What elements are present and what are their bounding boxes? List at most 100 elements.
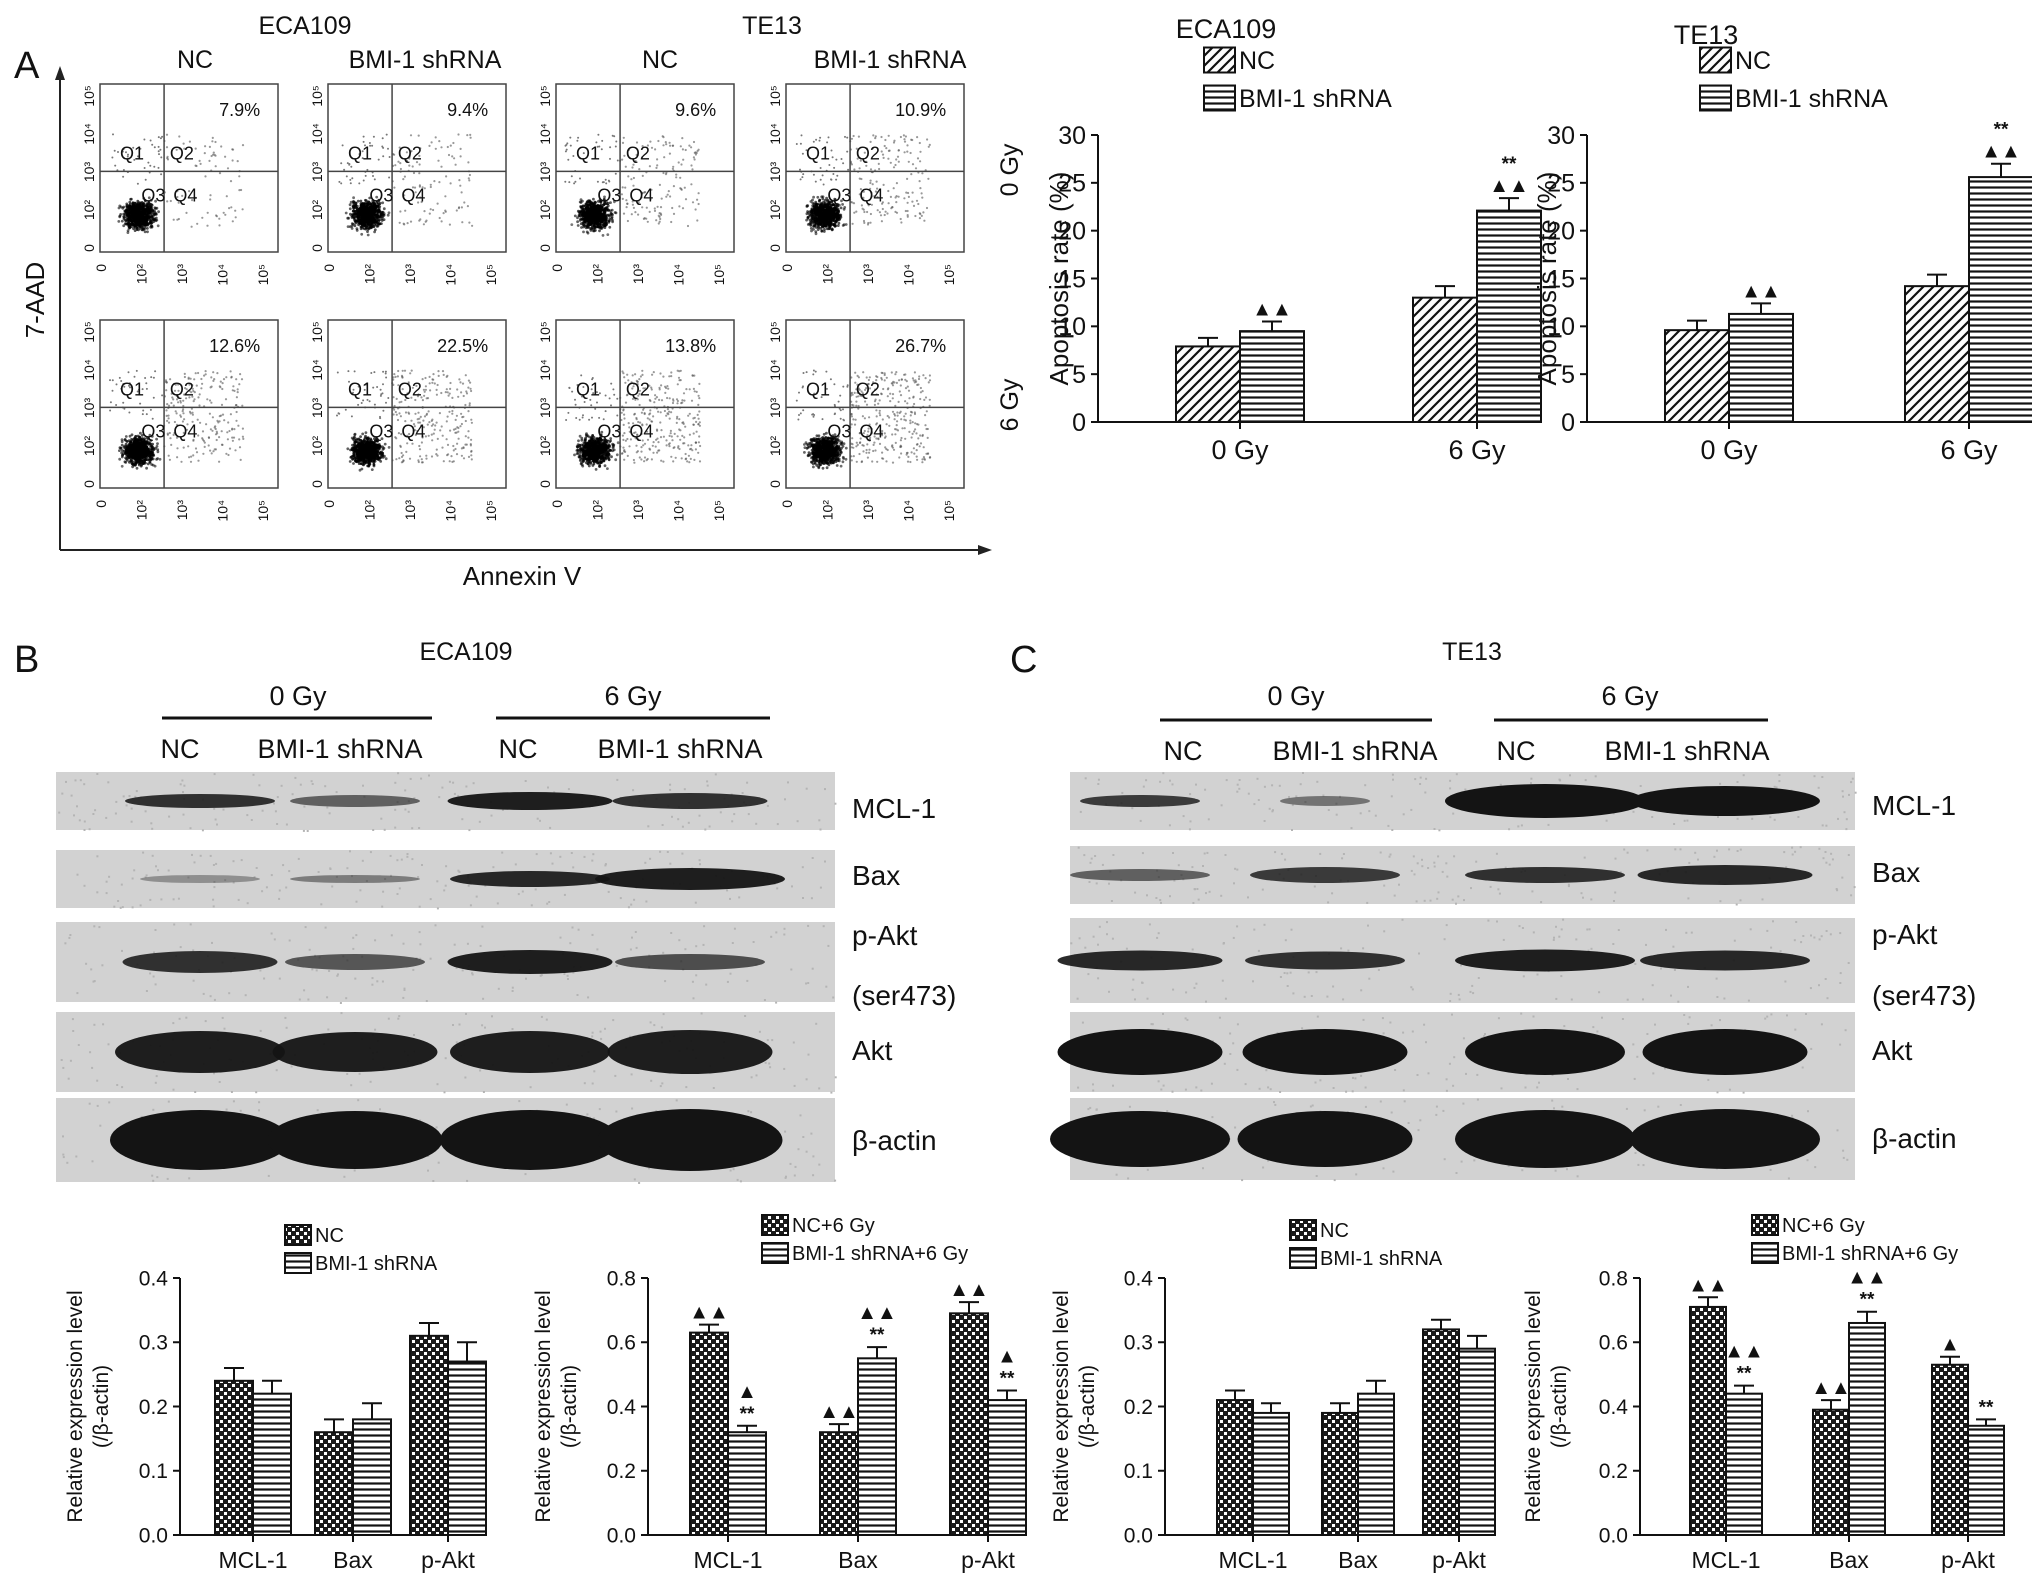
wb-dose-0gy: 0 Gy [1267,681,1325,711]
y-tick-label: 0.6 [607,1332,636,1355]
y-tick-label: 0.0 [139,1524,168,1547]
flow-quadrant-q2: Q2 [170,144,194,164]
x-tick-label: Bax [838,1547,878,1573]
bar [1664,329,1730,423]
flow-quadrant-q2: Q2 [398,380,422,400]
y-tick-label: 0.1 [139,1460,168,1483]
significance-marker: ▲▲ [1981,141,2021,163]
wb-protein-bax: Bax [852,860,900,891]
wb-lane-label: NC [161,734,200,764]
y-tick-label: 0 [1561,409,1575,437]
flow-y-tick: 10⁴ [81,359,97,381]
flow-quadrant-q3: Q3 [827,186,851,206]
bar [1848,1321,1886,1536]
flow-quadrant-q1: Q1 [806,144,830,164]
flow-y-tick: 10² [537,436,553,457]
y-axis-label: Relative expression level [64,1290,87,1522]
blot-band [1057,1029,1223,1075]
blot-strip [1070,846,1856,906]
flow-quadrant-q1: Q1 [120,144,144,164]
bar [1968,176,2032,423]
significance-marker: ** [1994,120,2009,141]
flow-x-tick: 10⁵ [255,500,271,521]
wb-protein-mcl1: MCL-1 [852,793,936,824]
y-tick-label: 15 [1547,265,1575,293]
legend-label: BMI-1 shRNA [315,1253,438,1275]
blot-band [115,1031,285,1073]
bar [1422,1328,1460,1537]
blot-strip [1057,1012,1855,1094]
wb-dose-6gy: 6 Gy [604,681,662,711]
flow-dot-cloud [111,133,245,235]
blot-band [597,1109,783,1171]
flow-cytometry-grid: ECA109 TE13 NC BMI-1 shRNA NC BMI-1 shRN… [20,12,1024,591]
x-tick-label: p-Akt [1432,1547,1486,1573]
bar [252,1392,292,1537]
x-tick-label: MCL-1 [693,1547,762,1573]
bar [1725,1392,1763,1537]
flow-y-tick: 0 [81,480,97,488]
bar [1689,1305,1727,1536]
y-axis-label: (/β-actin) [558,1365,581,1448]
bar-chart-apoptosis-te13: TE13 0 5 10 15 20 25 30 Apoptosis rate (%) 0 Gy ▲▲… [1532,20,2032,465]
y-tick-label: 0.3 [139,1332,168,1355]
bar [1175,345,1241,424]
bar [1321,1411,1359,1537]
blot-band [1245,951,1405,970]
legend-label: NC [315,1225,344,1247]
significance-marker: ** [1979,1397,1994,1418]
flow-x-tick: 0 [93,264,109,272]
y-axis-label: Relative expression level [1050,1290,1073,1522]
bar [1904,285,1970,423]
flow-quadrant-q2: Q2 [170,380,194,400]
y-tick-label: 0.2 [607,1460,636,1483]
significance-marker: ▲▲ [1741,280,1781,302]
flow-y-tick: 10³ [309,162,325,183]
blot-band [1070,869,1210,881]
y-tick-label: 0.1 [1124,1460,1153,1483]
significance-marker: ▲ [1940,1334,1960,1356]
blot-band [1445,784,1645,818]
y-tick-label: 5 [1072,361,1086,389]
significance-marker: ▲▲ [1847,1267,1887,1289]
flow-quadrant-q2: Q2 [856,380,880,400]
y-axis-label: Apoptosis rate (%) [1532,172,1562,386]
flow-x-tick: 10³ [174,500,190,521]
bar-chart-expression-eca109-0gy: 0.0 0.1 0.2 0.3 0.4 Relative expression level… [64,1224,487,1573]
flow-y-tick: 10⁵ [767,85,783,106]
bar [1252,1411,1290,1537]
wb-title-te13: TE13 [1442,638,1502,666]
flow-x-tick: 0 [549,500,565,508]
flow-quadrant-q3: Q3 [597,186,621,206]
flow-percentage: 22.5% [437,336,488,356]
significance-marker: ▲▲ [1724,1341,1764,1363]
blot-band [1080,795,1200,807]
flow-x-tick: 0 [549,264,565,272]
flow-quadrant-q2: Q2 [398,144,422,164]
flow-y-tick: 10⁴ [537,123,553,145]
wb-lane-label: BMI-1 shRNA [597,734,762,764]
bar [1412,296,1478,423]
blot-band [1455,1110,1635,1168]
bar [727,1431,767,1536]
flow-dose-label-0gy: 0 Gy [996,143,1024,196]
legend-swatch [761,1242,789,1264]
flow-percentage: 9.4% [447,100,488,120]
flow-x-tick: 10⁴ [443,500,459,522]
significance-marker: ** [1860,1290,1875,1311]
flow-x-tick: 10⁴ [671,264,687,286]
flow-quadrant-q1: Q1 [576,380,600,400]
flow-x-tick: 10² [590,500,606,521]
wb-protein-akt: Akt [852,1035,893,1066]
blot-strip [56,922,835,1004]
flow-x-tick: 0 [779,500,795,508]
flow-group-label: BMI-1 shRNA [349,46,502,74]
blot-strip [56,1098,837,1184]
blot-band [447,792,613,810]
blot-band [272,1032,438,1072]
bar [1239,330,1305,423]
flow-x-tick: 10² [362,264,378,285]
bar [447,1360,487,1537]
flow-x-tick: 0 [93,500,109,508]
flow-quadrant-q4: Q4 [859,186,883,206]
